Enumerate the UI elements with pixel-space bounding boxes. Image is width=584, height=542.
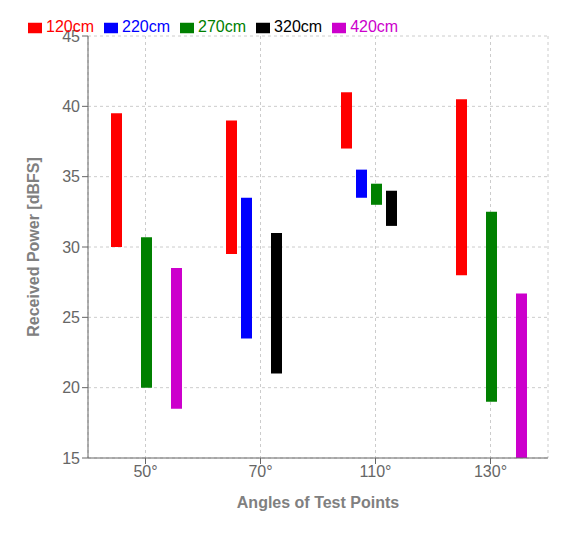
svg-text:Angles of Test Points: Angles of Test Points bbox=[237, 494, 399, 511]
svg-text:45: 45 bbox=[62, 28, 80, 45]
svg-text:35: 35 bbox=[62, 168, 80, 185]
svg-text:130°: 130° bbox=[474, 463, 507, 480]
svg-text:30: 30 bbox=[62, 239, 80, 256]
svg-text:50°: 50° bbox=[133, 463, 157, 480]
svg-text:70°: 70° bbox=[248, 463, 272, 480]
svg-text:40: 40 bbox=[62, 98, 80, 115]
svg-text:25: 25 bbox=[62, 309, 80, 326]
svg-text:20: 20 bbox=[62, 379, 80, 396]
svg-text:Received Power [dBFS]: Received Power [dBFS] bbox=[25, 157, 42, 337]
svg-text:15: 15 bbox=[62, 450, 80, 467]
svg-text:110°: 110° bbox=[360, 463, 392, 480]
